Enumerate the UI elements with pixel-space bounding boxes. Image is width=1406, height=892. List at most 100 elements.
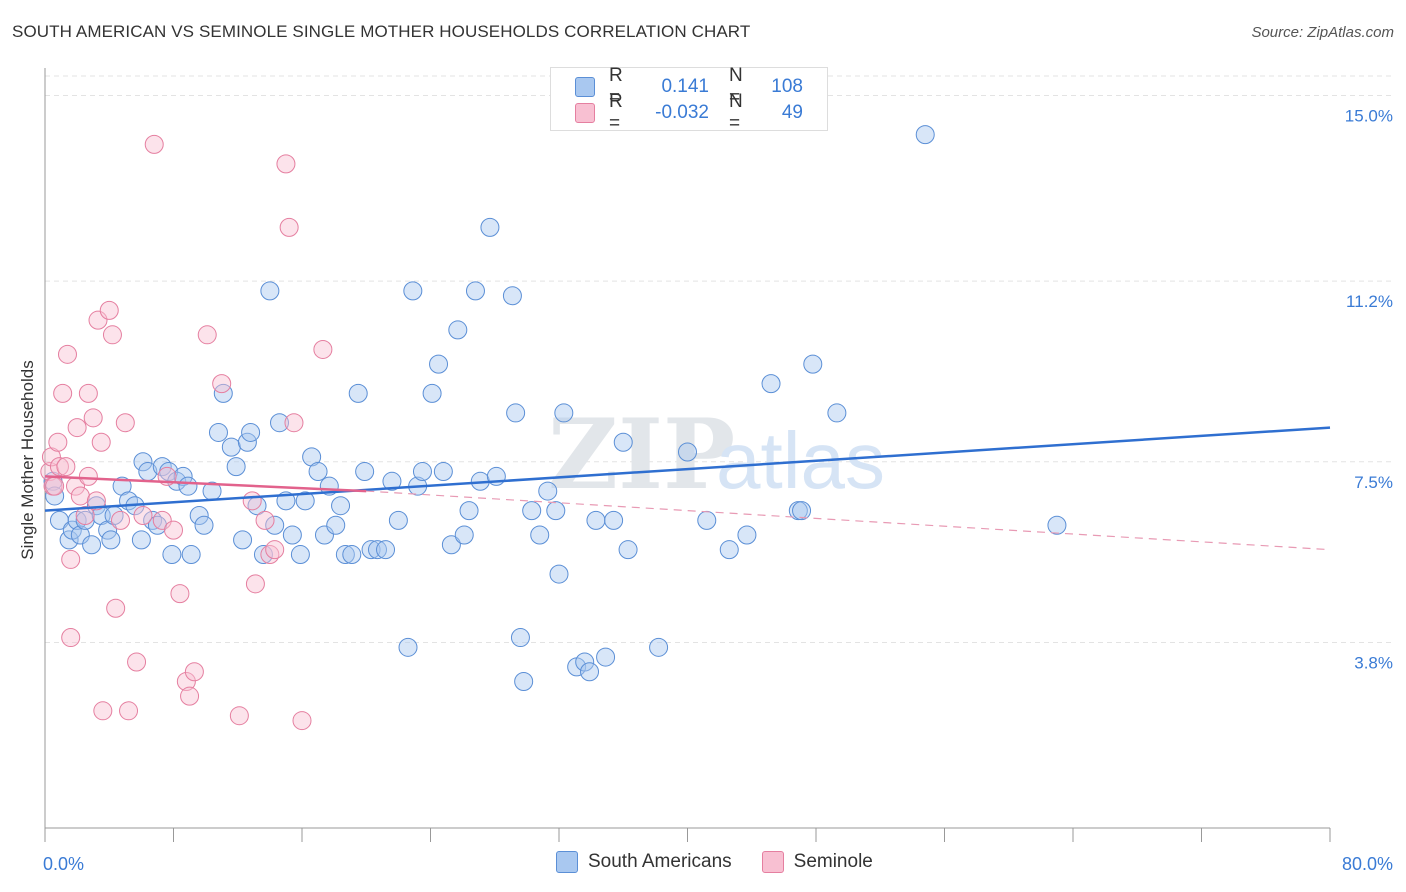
point-south-americans	[208, 422, 228, 442]
grid-lines	[45, 75, 1393, 643]
point-seminole	[279, 217, 299, 237]
point-seminole	[133, 505, 153, 525]
point-seminole	[229, 706, 249, 726]
point-south-americans	[388, 510, 408, 530]
point-south-americans	[260, 281, 280, 301]
point-south-americans	[618, 540, 638, 560]
legend-label: South Americans	[588, 851, 732, 872]
point-seminole	[78, 466, 98, 486]
legend-swatch-blue	[556, 851, 578, 873]
point-south-americans	[382, 471, 402, 491]
point-seminole	[119, 701, 139, 721]
point-seminole	[176, 672, 196, 692]
point-seminole	[212, 374, 232, 394]
y-tick-label: 3.8%	[1354, 653, 1393, 672]
point-seminole	[276, 154, 296, 174]
legend-item-south-americans[interactable]: South Americans	[556, 851, 732, 873]
point-seminole	[245, 574, 265, 594]
point-south-americans	[233, 530, 253, 550]
legend-r-label: R =	[609, 91, 623, 134]
point-south-americans	[221, 437, 241, 457]
y-tick-label: 11.2%	[1346, 292, 1393, 311]
watermark: ZIP atlas	[548, 398, 885, 511]
point-seminole	[49, 457, 69, 477]
point-south-americans	[367, 540, 387, 560]
point-seminole	[313, 339, 333, 359]
point-seminole	[284, 413, 304, 433]
point-south-americans	[326, 515, 346, 535]
point-south-americans	[335, 545, 355, 565]
point-seminole	[265, 540, 285, 560]
point-south-americans	[348, 383, 368, 403]
point-south-americans	[502, 286, 522, 306]
point-seminole	[70, 486, 90, 506]
point-south-americans	[448, 320, 468, 340]
point-seminole	[102, 325, 122, 345]
point-south-americans	[530, 525, 550, 545]
legend-item-seminole[interactable]: Seminole	[761, 851, 873, 873]
point-south-americans	[162, 545, 182, 565]
point-south-americans	[241, 422, 261, 442]
point-south-americans	[803, 354, 823, 374]
point-south-americans	[45, 486, 65, 506]
point-seminole	[93, 701, 113, 721]
point-south-americans	[697, 510, 717, 530]
point-south-americans	[719, 540, 739, 560]
point-seminole	[61, 549, 81, 569]
point-seminole	[45, 476, 65, 496]
point-south-americans	[253, 545, 273, 565]
point-south-americans	[265, 515, 285, 535]
point-south-americans	[308, 462, 328, 482]
point-south-americans	[510, 628, 530, 648]
point-south-americans	[480, 217, 500, 237]
legend-r-value: 0.141	[661, 76, 709, 97]
point-south-americans	[189, 505, 209, 525]
point-south-americans	[194, 515, 214, 535]
point-south-americans	[549, 564, 569, 584]
legend-label: Seminole	[793, 851, 873, 872]
point-south-americans	[295, 491, 315, 511]
legend-n-value: 49	[781, 102, 803, 123]
point-south-americans	[1047, 515, 1067, 535]
point-seminole	[184, 662, 204, 682]
point-seminole	[61, 628, 81, 648]
point-south-americans	[465, 281, 485, 301]
trend-line-seminole	[44, 475, 367, 493]
point-seminole	[127, 652, 147, 672]
legend-swatch-pink	[575, 103, 595, 123]
y-tick-label: 7.5%	[1354, 473, 1393, 492]
legend-r-value: -0.032	[655, 102, 709, 123]
point-south-americans	[596, 647, 616, 667]
legend-n-value: 108	[771, 76, 803, 97]
point-south-americans	[355, 462, 375, 482]
point-south-americans	[554, 403, 574, 423]
point-south-americans	[361, 540, 381, 560]
point-seminole	[164, 520, 183, 540]
point-seminole	[53, 383, 73, 403]
point-seminole	[91, 432, 111, 452]
trend-line-south-americans	[44, 426, 1331, 512]
point-seminole	[56, 457, 76, 477]
series-legend: South Americans Seminole	[556, 851, 903, 873]
point-south-americans	[514, 672, 534, 692]
point-south-americans	[678, 442, 697, 462]
point-south-americans	[226, 457, 246, 477]
trend-lines	[44, 426, 1331, 551]
point-seminole	[106, 598, 126, 618]
point-south-americans	[331, 496, 351, 516]
point-south-americans	[454, 525, 474, 545]
point-south-americans	[506, 403, 526, 423]
legend-n-label: N =	[729, 65, 743, 108]
point-seminole	[115, 413, 135, 433]
point-south-americans	[412, 462, 432, 482]
tick-labels: 3.8% 7.5% 11.2% 15.0% 0.0% 80.0%	[43, 107, 1393, 874]
point-south-americans	[429, 354, 449, 374]
point-south-americans	[152, 457, 172, 477]
point-south-americans	[459, 501, 479, 521]
point-south-americans	[604, 510, 624, 530]
legend-swatch-pink	[761, 851, 784, 873]
point-south-americans	[131, 530, 151, 550]
point-seminole	[67, 418, 87, 438]
point-south-americans	[403, 281, 423, 301]
point-south-americans	[282, 525, 302, 545]
